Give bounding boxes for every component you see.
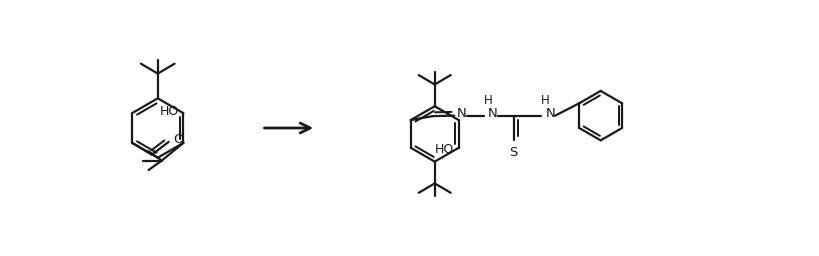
Text: HO: HO (159, 105, 179, 118)
Text: S: S (509, 146, 517, 159)
Text: H: H (483, 94, 491, 107)
Text: N: N (545, 107, 554, 120)
Text: H: H (541, 94, 549, 107)
Text: HO: HO (434, 143, 453, 156)
Text: N: N (457, 107, 466, 120)
Text: N: N (487, 107, 497, 120)
Text: O: O (174, 133, 184, 146)
